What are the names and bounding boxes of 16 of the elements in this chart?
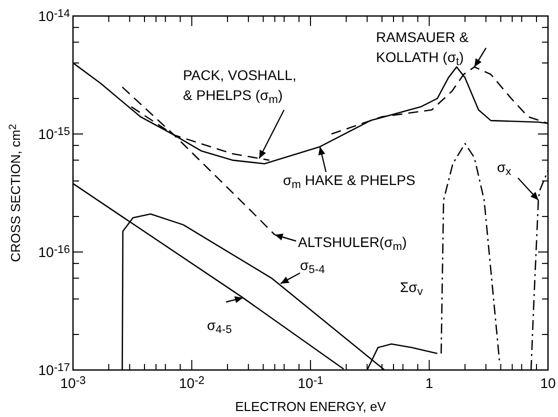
annotation: σ$_{x}$ [497,159,512,178]
x-axis-title: ELECTRON ENERGY, eV [235,399,386,414]
y-tick-label: 10$^{-15}$ [38,126,70,142]
y-tick-label: 10$^{-14}$ [38,8,70,24]
x-tick-label: 10$^{-1}$ [298,374,324,391]
annotation: ALTSHULER(σ$_{m}$) [298,234,407,254]
annotation: σ$_{5-4}$ [300,257,325,276]
x-tick-label: 10$^{-2}$ [178,374,205,391]
y-tick-label: 10$^{-16}$ [38,244,70,260]
annotation: Σσ$_{v}$ [400,279,424,298]
annotation: RAMSAUER & KOLLATH (σ$_{t}$) [376,29,470,68]
annotation: PACK, VOSHALL, & PHELPS (σ$_{m}$) [183,67,296,106]
annotation: σ$_{m}$ HAKE & PHELPS [283,172,416,192]
x-tick-label: 1 [425,375,434,391]
x-tick-label: 10 [540,375,556,391]
annotation: σ$_{4-5}$ [207,317,232,336]
